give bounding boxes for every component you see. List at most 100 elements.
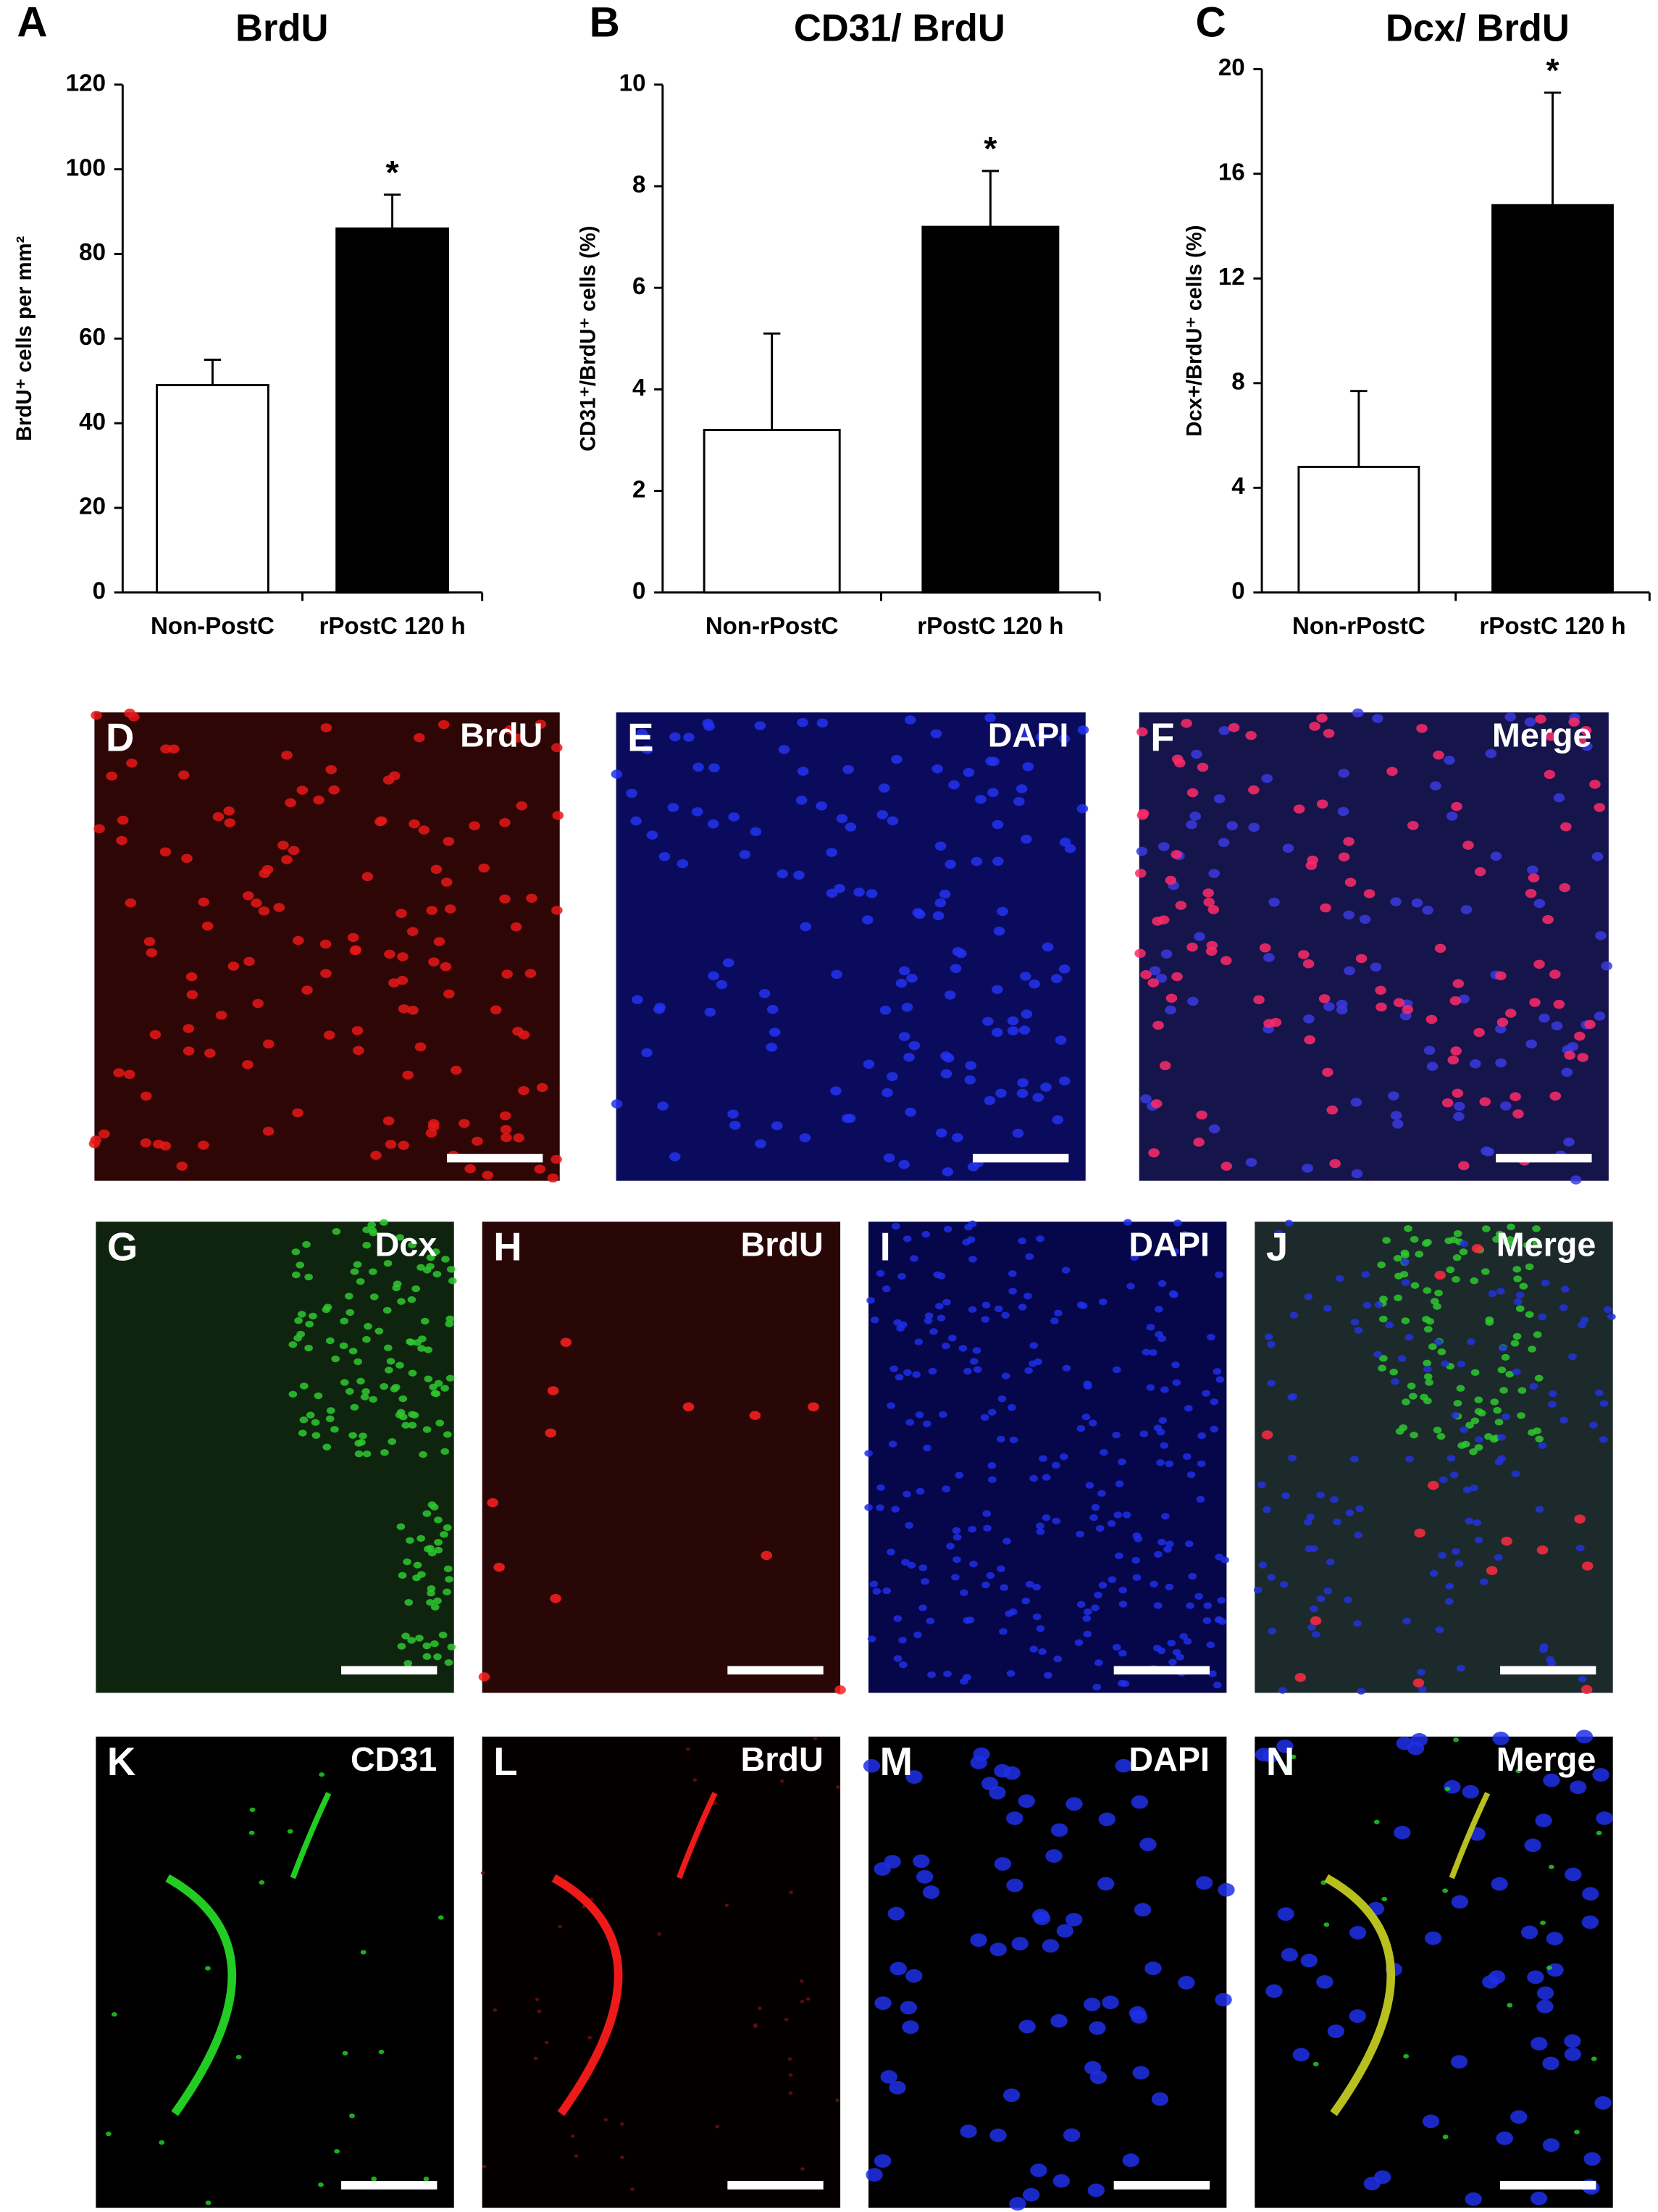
cell-nucleus [1485,748,1497,759]
cell-nucleus [1215,1992,1232,2007]
cell-nucleus [1197,1460,1206,1467]
cell-nucleus [1423,1373,1433,1380]
bar [335,227,449,594]
micrograph-panel: H BrdU [478,1222,846,1695]
cell-nucleus [1438,1552,1447,1559]
cell-nucleus [159,847,172,856]
cell-nucleus [1136,846,1148,856]
cell-nucleus [1207,1333,1215,1341]
cell-nucleus [1309,1606,1318,1613]
stain-label: Merge [1496,1226,1596,1264]
cell-nucleus [1355,1505,1364,1513]
cell-nucleus [1305,1545,1314,1553]
cell-nucleus [1473,1519,1482,1527]
cell-nucleus [1461,1440,1470,1448]
cell-nucleus [880,2070,897,2084]
cell-nucleus [1378,1364,1386,1372]
cell-nucleus [183,1046,195,1056]
cell-nucleus [1180,1230,1189,1238]
cell-nucleus [499,818,511,827]
cell-nucleus [1374,1301,1383,1309]
cell-nucleus [406,927,419,936]
cell-nucleus [1157,1335,1166,1343]
cell-nucleus [397,1298,406,1305]
cell-nucleus [1029,1474,1038,1482]
cell-nucleus [448,1277,457,1285]
cell-nucleus [1025,1253,1034,1260]
cell-nucleus [955,948,967,959]
cell-nucleus [905,1419,915,1426]
cell-nucleus [987,788,999,798]
cell-nucleus [1118,1458,1126,1466]
cell-nucleus [248,1830,255,1835]
cell-nucleus [1449,996,1462,1006]
cell-nucleus [350,1403,359,1411]
cell-nucleus [1228,723,1240,733]
cell-nucleus [1538,1014,1550,1023]
cell-nucleus [1083,1998,1101,2011]
cell-nucleus [1528,873,1540,882]
cell-nucleus [1020,972,1031,981]
cell-nucleus [830,1086,842,1095]
cell-nucleus [1036,1624,1045,1632]
cell-nucleus [1076,1530,1084,1537]
cell-nucleus [469,821,480,830]
cell-nucleus [288,1390,298,1398]
cell-nucleus [1400,1249,1410,1256]
cell-nucleus [1060,1453,1068,1461]
cell-nucleus [1422,1316,1431,1323]
cell-nucleus [367,1221,377,1229]
cell-nucleus [945,859,956,869]
cell-nucleus [1350,1456,1359,1463]
cell-nucleus [713,1801,718,1806]
cell-nucleus [1433,750,1444,760]
cell-nucleus [292,1108,303,1118]
cell-nucleus [913,1631,922,1639]
cell-nucleus [1530,2191,1548,2205]
cell-nucleus [1172,1648,1181,1656]
cell-nucleus [1215,1271,1223,1279]
cell-nucleus [1564,2034,1581,2048]
cell-nucleus [1172,1379,1181,1387]
cell-nucleus [1121,1680,1130,1687]
cell-nucleus [1202,888,1215,898]
cell-nucleus [1097,1490,1106,1497]
cell-nucleus [722,958,734,968]
cell-nucleus [1439,1476,1448,1483]
cell-nucleus [1379,1355,1388,1362]
vessel [290,1792,332,1879]
cell-nucleus [422,1642,432,1650]
cell-nucleus [346,1309,355,1316]
cell-nucleus [408,1422,417,1429]
cell-nucleus [1564,2048,1581,2061]
cell-nucleus [434,1380,443,1387]
cell-nucleus [1357,1687,1366,1695]
cell-nucleus [1499,1387,1508,1394]
cell-nucleus [968,1256,977,1263]
cell-nucleus [1008,1287,1017,1295]
cell-nucleus [1203,898,1215,907]
cell-nucleus [1417,1669,1425,1676]
cell-nucleus [1460,905,1473,914]
cell-nucleus [1258,1561,1268,1569]
y-axis-label: BrdU⁺ cells per mm² [13,235,36,441]
cell-nucleus [942,1485,951,1493]
cell-nucleus [1470,1277,1479,1285]
cell-nucleus [987,1408,997,1416]
cell-nucleus [443,1524,452,1532]
cell-nucleus [1504,1009,1517,1018]
cell-nucleus [1007,1016,1019,1026]
cell-nucleus [445,1320,454,1327]
cell-nucleus [1460,1240,1469,1248]
cell-nucleus [904,715,916,725]
cell-nucleus [1446,1266,1455,1274]
y-tick-label: 6 [632,273,645,300]
cell-nucleus [168,744,180,754]
cell-nucleus [1115,1480,1124,1487]
cell-nucleus [1513,1298,1523,1306]
cell-nucleus [924,1312,934,1319]
cell-nucleus [259,869,270,878]
bar [703,429,841,594]
cell-nucleus [754,721,766,730]
vessel [551,1874,623,2116]
